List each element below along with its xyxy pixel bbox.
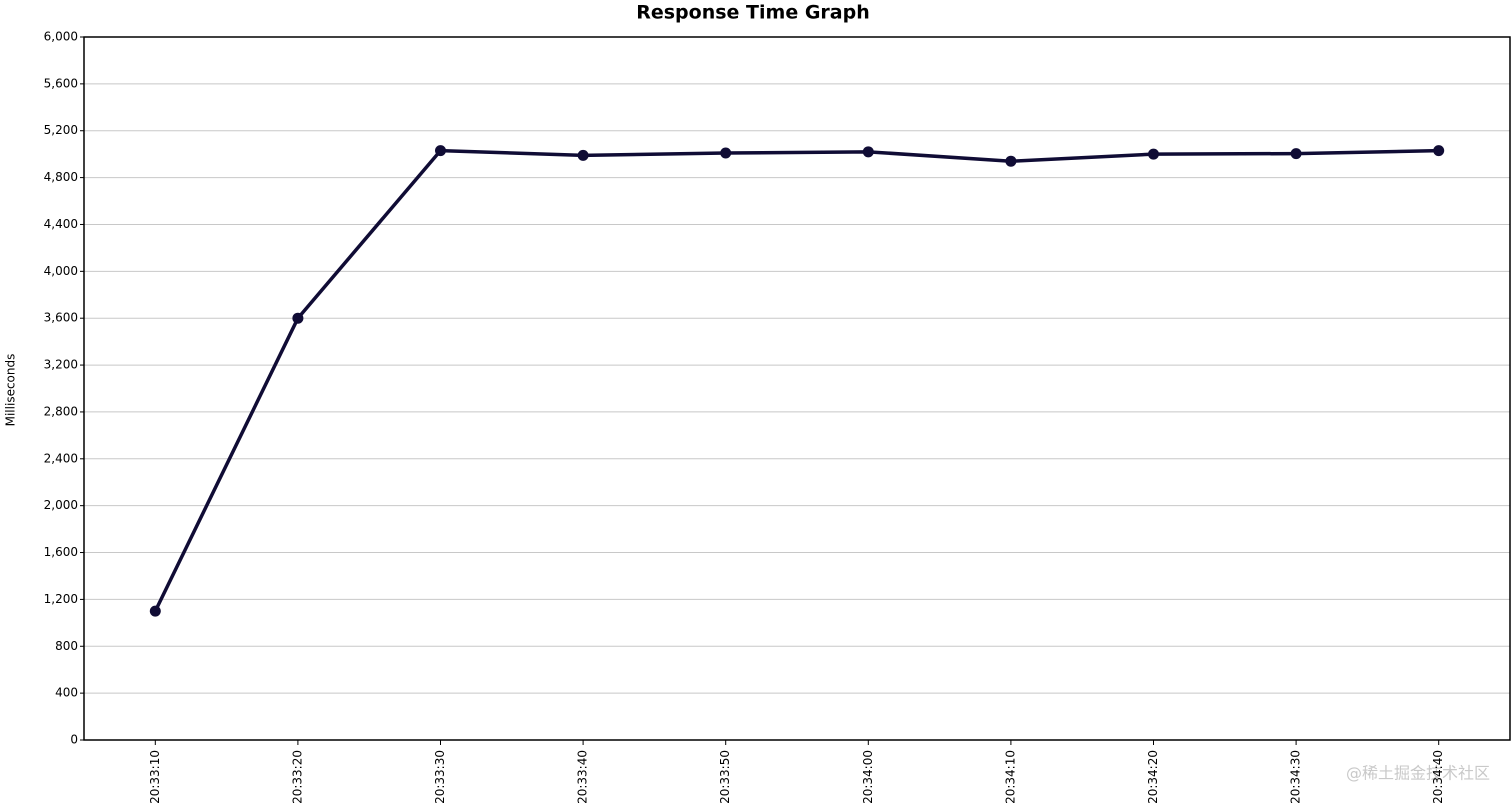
x-tick-label: 20:33:40 bbox=[576, 750, 590, 804]
point bbox=[1005, 155, 1017, 167]
point bbox=[1148, 148, 1159, 160]
plot-frame bbox=[83, 36, 1511, 741]
y-tick-label: 4,400 bbox=[44, 217, 78, 231]
x-tick-label: 20:33:50 bbox=[718, 750, 732, 804]
point bbox=[1290, 148, 1302, 160]
y-tick-label: 0 bbox=[70, 733, 78, 747]
x-tick-label: 20:34:20 bbox=[1146, 750, 1160, 804]
x-tick-label: 20:33:20 bbox=[290, 750, 304, 804]
point bbox=[862, 146, 874, 158]
y-tick-label: 5,200 bbox=[44, 123, 78, 137]
y-tick-label: 800 bbox=[55, 639, 78, 653]
y-tick-label: 2,400 bbox=[44, 451, 78, 465]
y-tick-label: 400 bbox=[55, 686, 78, 700]
point bbox=[720, 147, 732, 159]
y-tick-label: 4,000 bbox=[44, 264, 78, 278]
grid bbox=[84, 36, 1510, 741]
x-tick-label: 20:33:30 bbox=[433, 750, 447, 804]
watermark: @稀土掘金技术社区 bbox=[1346, 764, 1490, 783]
y-tick-label: 1,600 bbox=[44, 545, 78, 559]
point bbox=[149, 605, 161, 617]
chart-title: Response Time Graph bbox=[636, 2, 870, 24]
x-tick-label: 20:34:40 bbox=[1431, 750, 1445, 804]
point bbox=[435, 145, 446, 157]
y-tick-label: 3,200 bbox=[44, 358, 78, 372]
y-axis-label: Milliseconds bbox=[4, 354, 18, 427]
y-tick-label: 6,000 bbox=[44, 30, 78, 44]
point bbox=[1433, 145, 1445, 157]
y-tick-label: 4,800 bbox=[44, 170, 78, 184]
line bbox=[153, 148, 1439, 612]
point bbox=[577, 149, 589, 161]
y-tick-label: 2,800 bbox=[44, 404, 78, 418]
x-tick-label: 20:34:30 bbox=[1289, 750, 1303, 804]
y-tick-label: 1,200 bbox=[44, 592, 78, 606]
x-tick-label: 20:33:10 bbox=[148, 750, 162, 804]
y-tick-label: 2,000 bbox=[44, 498, 78, 512]
point bbox=[292, 312, 304, 324]
x-tick-label: 20:34:10 bbox=[1003, 750, 1017, 804]
y-tick-label: 3,600 bbox=[44, 311, 78, 325]
x-tick-label: 20:34:00 bbox=[861, 750, 875, 804]
y-tick-label: 5,600 bbox=[44, 76, 78, 90]
